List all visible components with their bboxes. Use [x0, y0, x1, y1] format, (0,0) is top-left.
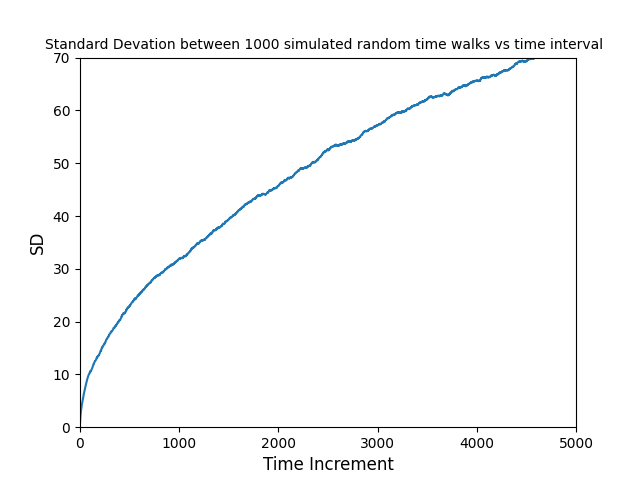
Text: Standard Devation between 1000 simulated random time walks vs time interval: Standard Devation between 1000 simulated…: [45, 38, 604, 52]
X-axis label: Time Increment: Time Increment: [262, 456, 394, 474]
Y-axis label: SD: SD: [29, 231, 47, 254]
